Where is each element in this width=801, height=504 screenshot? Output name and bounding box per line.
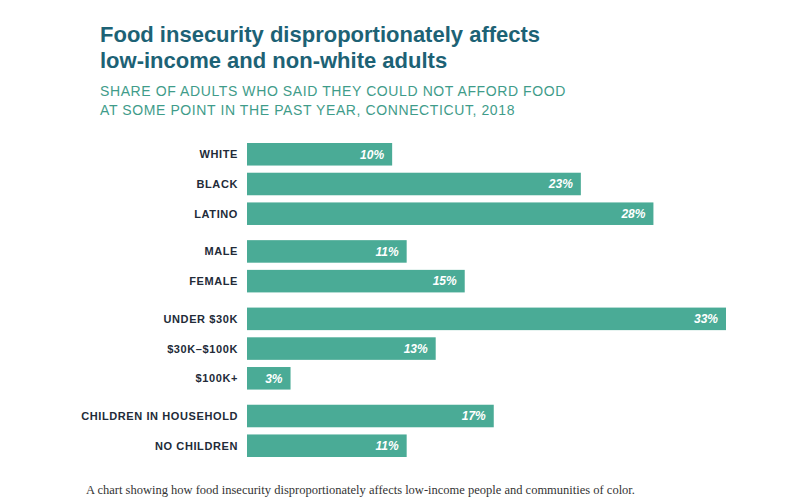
bar [247, 270, 465, 293]
tick-label: $30K–$100K [167, 343, 238, 355]
bar [247, 434, 407, 457]
tick-label: BLACK [197, 178, 239, 190]
caption: A chart showing how food insecurity disp… [86, 483, 635, 497]
bar [247, 173, 581, 196]
y-axis: WHITE BLACK LATINO MALE FEMALE UNDER $30K $30K… [81, 148, 238, 451]
data-label: 11% [376, 245, 399, 259]
chart: Food insecurity disproportionately affec… [0, 0, 801, 504]
bar [247, 240, 407, 263]
bar [247, 308, 726, 331]
tick-label: MALE [204, 245, 238, 257]
data-label: 10% [360, 148, 384, 162]
data-labels: 10% 23% 28% 11% 15% 33% 13% 3% 17% 11% [265, 148, 718, 453]
tick-label: CHILDREN IN HOUSEHOLD [81, 410, 238, 422]
data-label: 3% [265, 372, 283, 386]
tick-label: UNDER $30K [164, 313, 238, 325]
tick-label: FEMALE [189, 275, 238, 287]
bar [247, 405, 494, 428]
subtitle: SHARE OF ADULTS WHO SAID THEY COULD NOT … [100, 83, 566, 118]
tick-label: WHITE [200, 148, 238, 160]
bar [247, 367, 291, 390]
bar [247, 202, 653, 225]
data-label: 13% [404, 342, 428, 356]
bars [247, 143, 726, 457]
bar [247, 143, 392, 166]
data-label: 33% [694, 312, 718, 326]
bar [247, 337, 436, 360]
data-label: 28% [620, 207, 645, 221]
tick-label: NO CHILDREN [155, 440, 238, 452]
data-label: 23% [548, 177, 573, 191]
data-label: 15% [433, 274, 457, 288]
data-label: 17% [462, 409, 486, 423]
data-label: 11% [376, 439, 399, 453]
tick-label: $100K+ [196, 372, 238, 384]
title: Food insecurity disproportionately affec… [100, 22, 540, 73]
tick-label: LATINO [194, 208, 238, 220]
